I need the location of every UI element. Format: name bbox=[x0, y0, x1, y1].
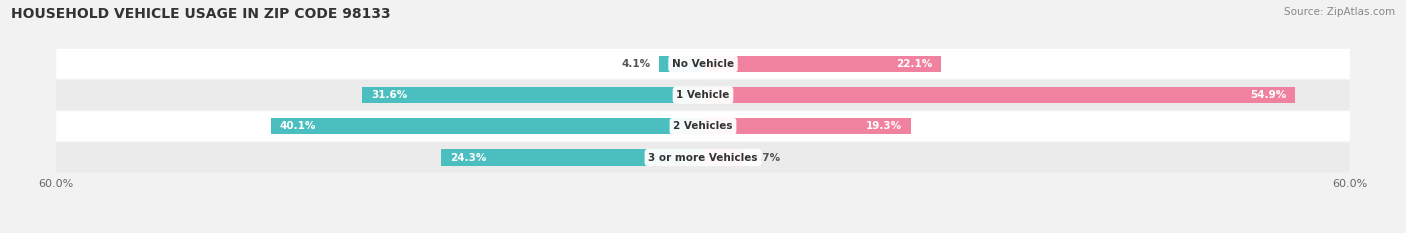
Bar bbox=[363, 87, 703, 103]
Text: 3.7%: 3.7% bbox=[752, 153, 780, 163]
Text: 3 or more Vehicles: 3 or more Vehicles bbox=[648, 153, 758, 163]
Bar bbox=[441, 149, 703, 166]
Bar bbox=[703, 87, 1295, 103]
Text: 40.1%: 40.1% bbox=[280, 121, 316, 131]
Bar bbox=[703, 56, 941, 72]
Legend: Owner-occupied, Renter-occupied: Owner-occupied, Renter-occupied bbox=[591, 231, 815, 233]
Bar bbox=[271, 118, 703, 134]
Text: 19.3%: 19.3% bbox=[866, 121, 903, 131]
Text: 1 Vehicle: 1 Vehicle bbox=[676, 90, 730, 100]
FancyBboxPatch shape bbox=[56, 49, 1350, 79]
Text: 24.3%: 24.3% bbox=[450, 153, 486, 163]
FancyBboxPatch shape bbox=[56, 111, 1350, 141]
FancyBboxPatch shape bbox=[56, 80, 1350, 110]
Text: Source: ZipAtlas.com: Source: ZipAtlas.com bbox=[1284, 7, 1395, 17]
Text: 31.6%: 31.6% bbox=[371, 90, 408, 100]
Bar bbox=[659, 56, 703, 72]
Text: No Vehicle: No Vehicle bbox=[672, 59, 734, 69]
FancyBboxPatch shape bbox=[56, 143, 1350, 173]
Bar bbox=[703, 149, 742, 166]
Text: 2 Vehicles: 2 Vehicles bbox=[673, 121, 733, 131]
Text: HOUSEHOLD VEHICLE USAGE IN ZIP CODE 98133: HOUSEHOLD VEHICLE USAGE IN ZIP CODE 9813… bbox=[11, 7, 391, 21]
Bar bbox=[703, 118, 911, 134]
Text: 4.1%: 4.1% bbox=[621, 59, 650, 69]
Text: 54.9%: 54.9% bbox=[1250, 90, 1286, 100]
Text: 22.1%: 22.1% bbox=[897, 59, 932, 69]
